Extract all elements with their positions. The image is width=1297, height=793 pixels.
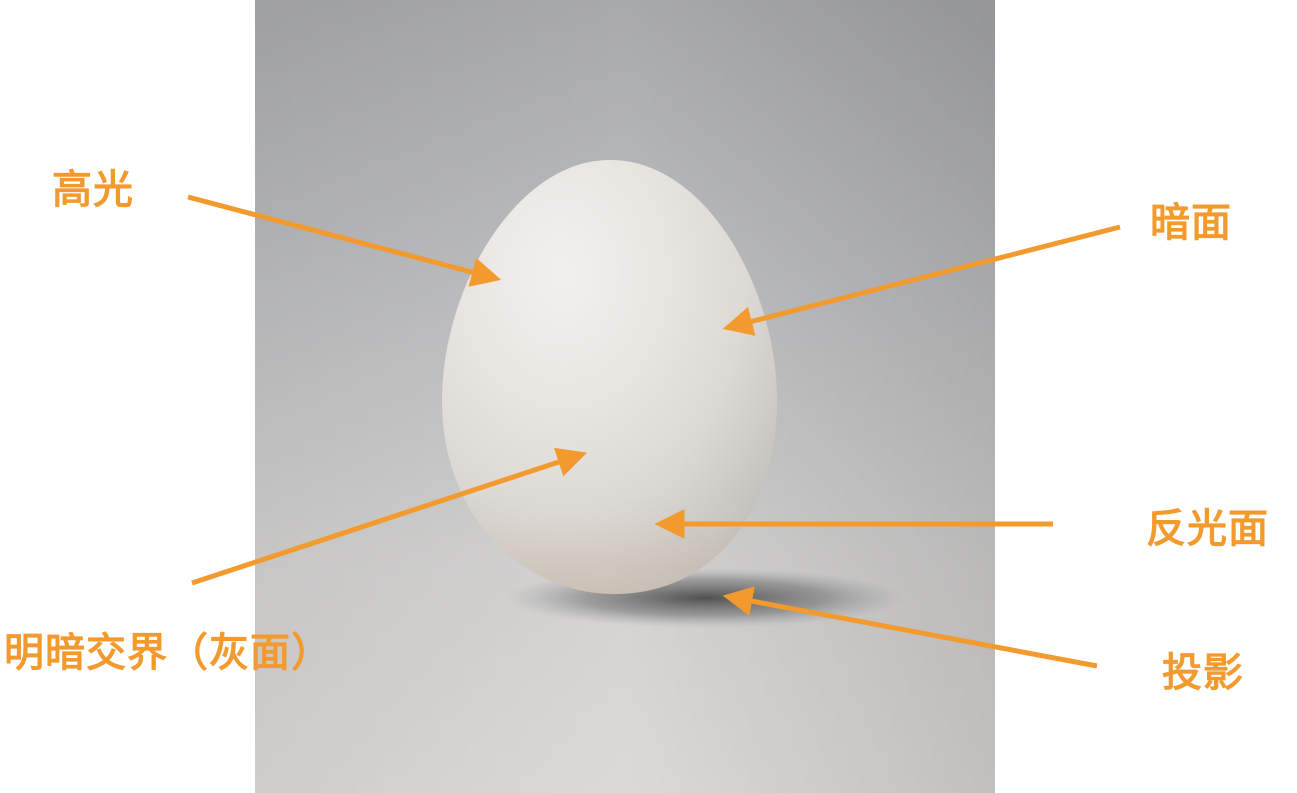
highlight-label: 高光 [52,167,134,213]
egg-photo [255,0,995,793]
cast-shadow-label: 投影 [1162,650,1244,696]
dark-side-label: 暗面 [1150,200,1232,246]
reflected-light-label: 反光面 [1146,506,1269,552]
terminator-label: 明暗交界（灰面） [4,630,332,676]
